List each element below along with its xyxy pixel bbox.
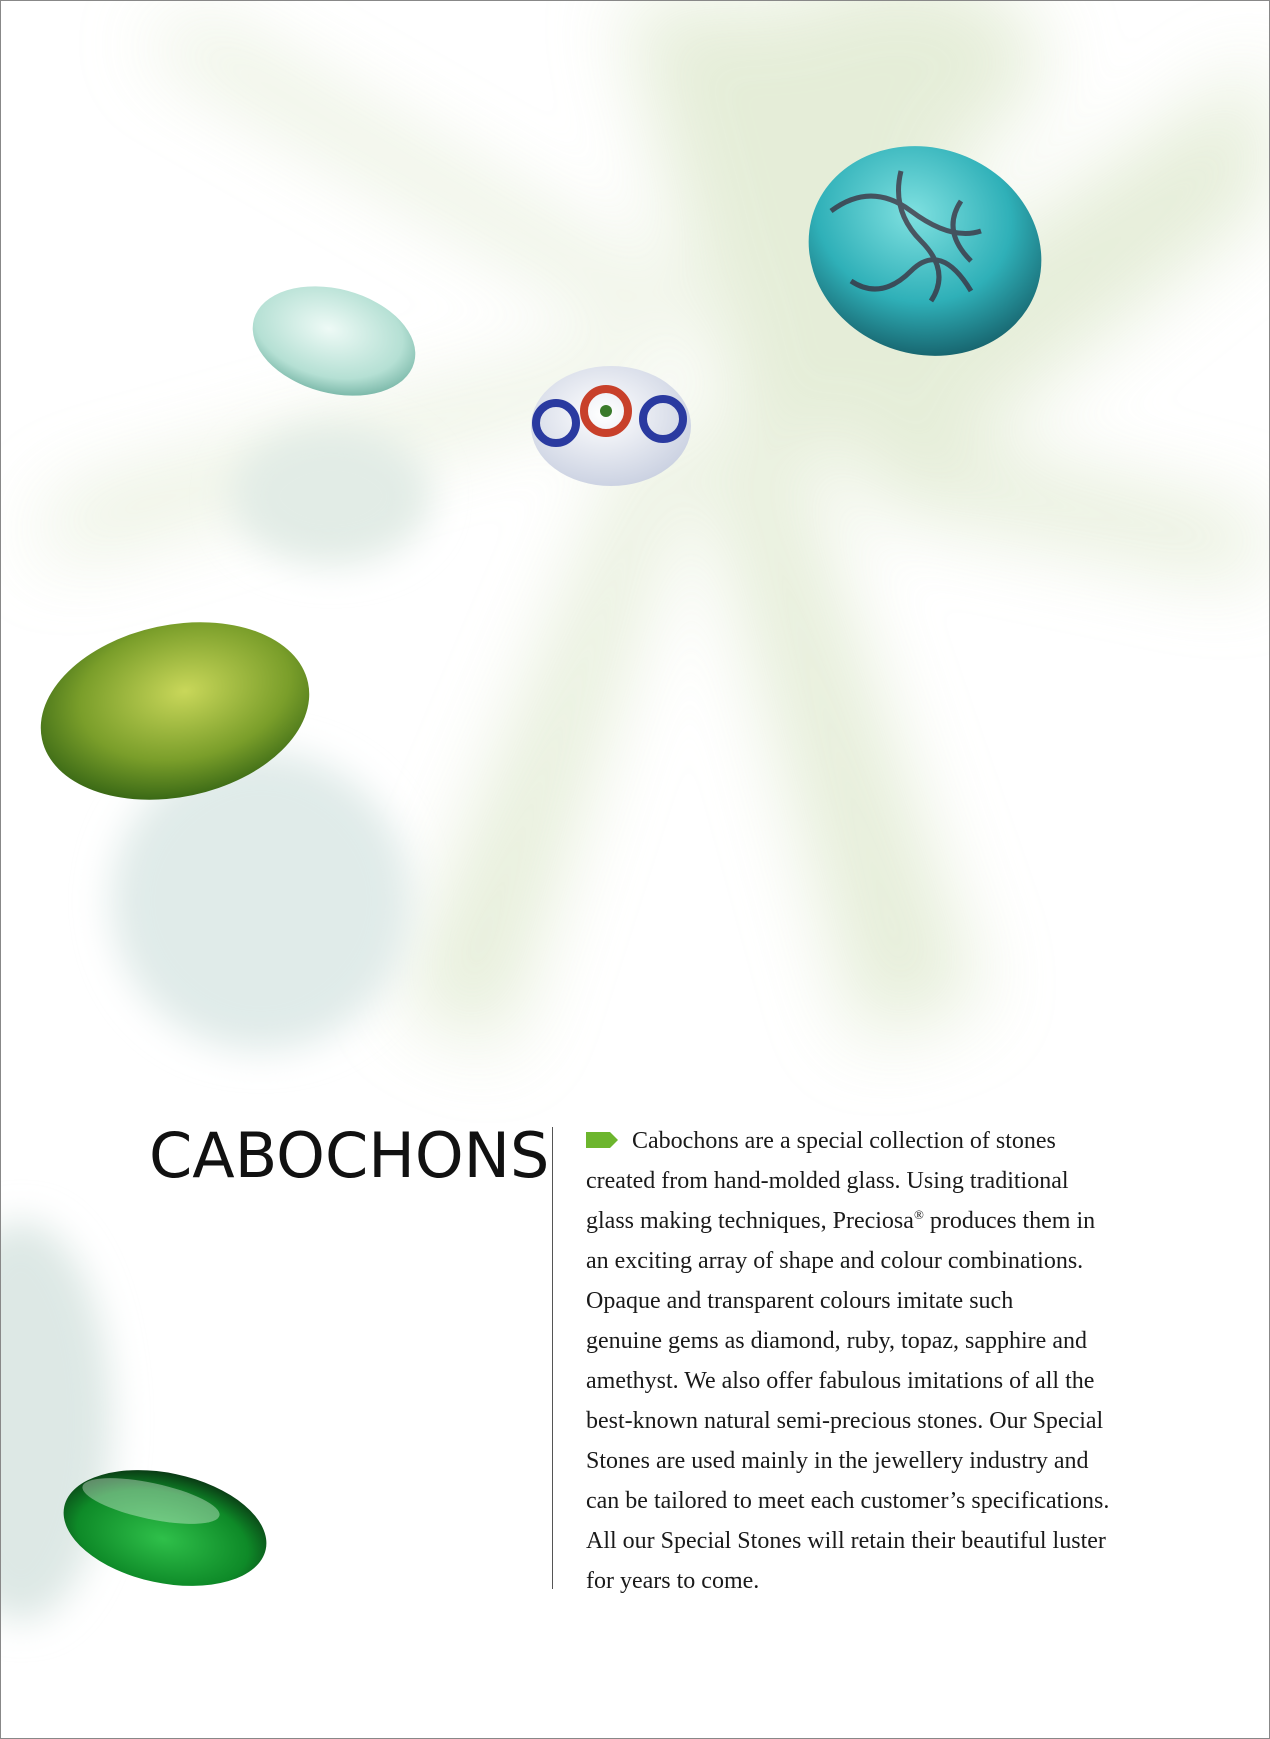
line-text: Opaque and transparent colours imitate s… <box>586 1288 1013 1314</box>
line-text: created from hand-molded glass. Using tr… <box>586 1168 1069 1194</box>
body-text: Cabochons are a special collection of st… <box>586 1121 1226 1601</box>
text-line: genuine gems as diamond, ruby, topaz, sa… <box>586 1321 1226 1361</box>
text-line: for years to come. <box>586 1561 1226 1601</box>
divider <box>552 1127 553 1589</box>
text-line: best-known natural semi-precious stones.… <box>586 1401 1226 1441</box>
line-text: genuine gems as diamond, ruby, topaz, sa… <box>586 1328 1087 1354</box>
text-line: an exciting array of shape and colour co… <box>586 1241 1226 1281</box>
bullet-arrow <box>586 1132 618 1148</box>
text-line: Cabochons are a special collection of st… <box>586 1121 1226 1161</box>
text-line: glass making techniques, Preciosa® produ… <box>586 1201 1226 1241</box>
line-text: an exciting array of shape and colour co… <box>586 1248 1083 1274</box>
page-root: CABOCHONS Cabochons are a special collec… <box>0 0 1270 1739</box>
line-text: glass making techniques, Preciosa <box>586 1208 914 1234</box>
line-text: Stones are used mainly in the jewellery … <box>586 1448 1089 1474</box>
page: CABOCHONS Cabochons are a special collec… <box>0 0 1270 1739</box>
line-text: All our Special Stones will retain their… <box>586 1528 1106 1554</box>
line-text: amethyst. We also offer fabulous imitati… <box>586 1368 1094 1394</box>
text-line: can be tailored to meet each customer’s … <box>586 1481 1226 1521</box>
text-line: created from hand-molded glass. Using tr… <box>586 1161 1226 1201</box>
text-line: Opaque and transparent colours imitate s… <box>586 1281 1226 1321</box>
line-text: Cabochons are a special collection of st… <box>632 1128 1056 1154</box>
text-line: All our Special Stones will retain their… <box>586 1521 1226 1561</box>
page-title: CABOCHONS <box>149 1119 549 1192</box>
registered-mark: ® <box>914 1207 924 1222</box>
text-line: Stones are used mainly in the jewellery … <box>586 1441 1226 1481</box>
line-text: for years to come. <box>586 1568 759 1594</box>
line-text: can be tailored to meet each customer’s … <box>586 1488 1109 1514</box>
line-text: best-known natural semi-precious stones.… <box>586 1408 1103 1434</box>
line-text: produces them in <box>924 1208 1095 1234</box>
text-line: amethyst. We also offer fabulous imitati… <box>586 1361 1226 1401</box>
